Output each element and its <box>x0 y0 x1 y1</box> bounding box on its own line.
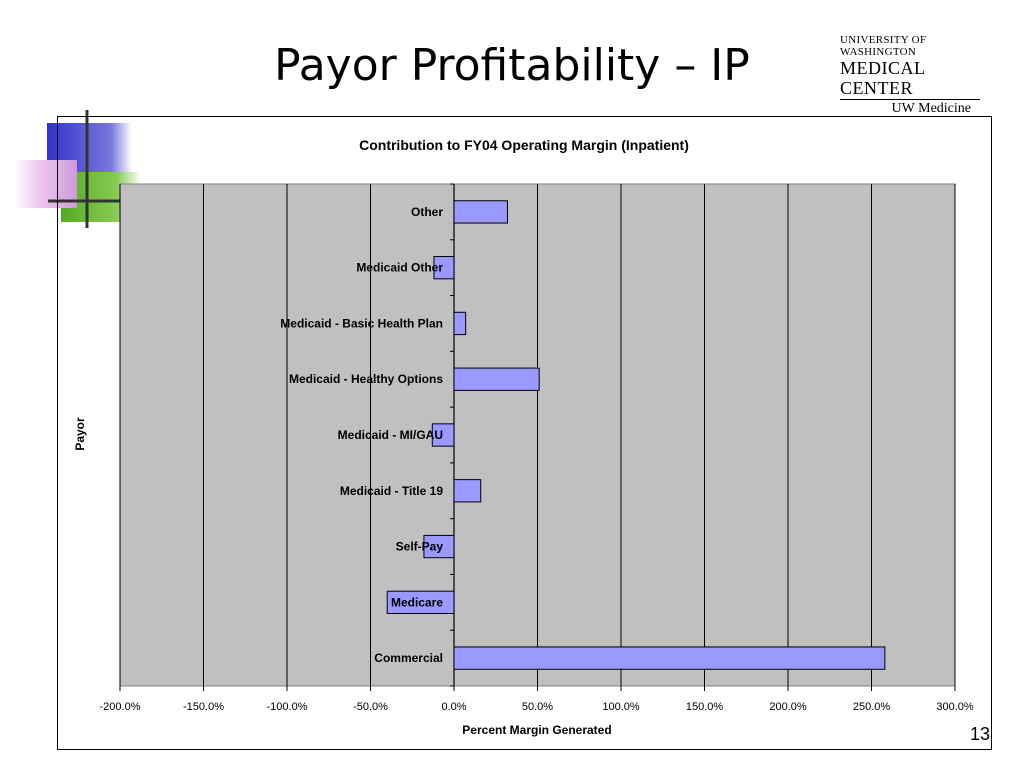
bar <box>453 200 508 224</box>
bar <box>453 479 482 503</box>
category-label: Medicaid - MI/GAU <box>338 428 443 442</box>
x-tick-label: 200.0% <box>769 701 807 713</box>
y-axis-label: Payor <box>73 417 87 451</box>
slide-title: Payor Profitability – IP <box>274 40 750 91</box>
x-axis-label: Percent Margin Generated <box>462 723 611 737</box>
chart-title: Contribution to FY04 Operating Margin (I… <box>359 137 689 153</box>
x-tick-label: 300.0% <box>936 701 974 713</box>
category-label: Commercial <box>374 651 443 665</box>
category-label: Medicaid - Basic Health Plan <box>280 316 443 330</box>
x-tick-label: 250.0% <box>853 701 891 713</box>
logo-medical-center-text: MEDICAL CENTER <box>840 58 980 100</box>
x-tick-label: 50.0% <box>522 701 553 713</box>
x-tick-label: 100.0% <box>602 701 640 713</box>
x-tick-label: -100.0% <box>267 701 308 713</box>
category-label: Self-Pay <box>396 540 444 554</box>
bar <box>431 423 455 447</box>
x-tick-labels: -200.0% -150.0% -100.0% -50.0% 0.0% 50.0% 100.… <box>100 701 974 713</box>
bar <box>453 367 540 391</box>
x-tick-label: 150.0% <box>686 701 724 713</box>
category-label: Other <box>411 205 443 219</box>
bars <box>386 200 886 670</box>
category-label: Medicaid - Healthy Options <box>289 372 443 386</box>
category-label: Medicaid - Title 19 <box>340 484 443 498</box>
bar <box>433 256 455 280</box>
y-ticks <box>450 183 454 687</box>
bar <box>386 590 455 614</box>
x-tick-label: 0.0% <box>441 701 466 713</box>
category-label: Medicaid Other <box>356 261 443 275</box>
bar <box>453 646 886 670</box>
category-labels: Other Medicaid Other Medicaid - Basic Heal… <box>280 205 443 665</box>
category-label: Medicare <box>391 595 443 609</box>
logo-uw-medicine-text: UW Medicine <box>891 101 971 116</box>
x-tick-label: -50.0% <box>353 701 388 713</box>
chart-frame <box>57 116 992 750</box>
x-tick-label: -200.0% <box>100 701 141 713</box>
x-tick-label: -150.0% <box>183 701 224 713</box>
bar <box>423 534 455 559</box>
page-number: 13 <box>969 724 990 744</box>
bar <box>453 311 467 336</box>
logo-university-text: UNIVERSITY OF WASHINGTON <box>840 34 927 58</box>
uw-medical-center-logo: UNIVERSITY OF WASHINGTON MEDICAL CENTER … <box>840 34 980 117</box>
